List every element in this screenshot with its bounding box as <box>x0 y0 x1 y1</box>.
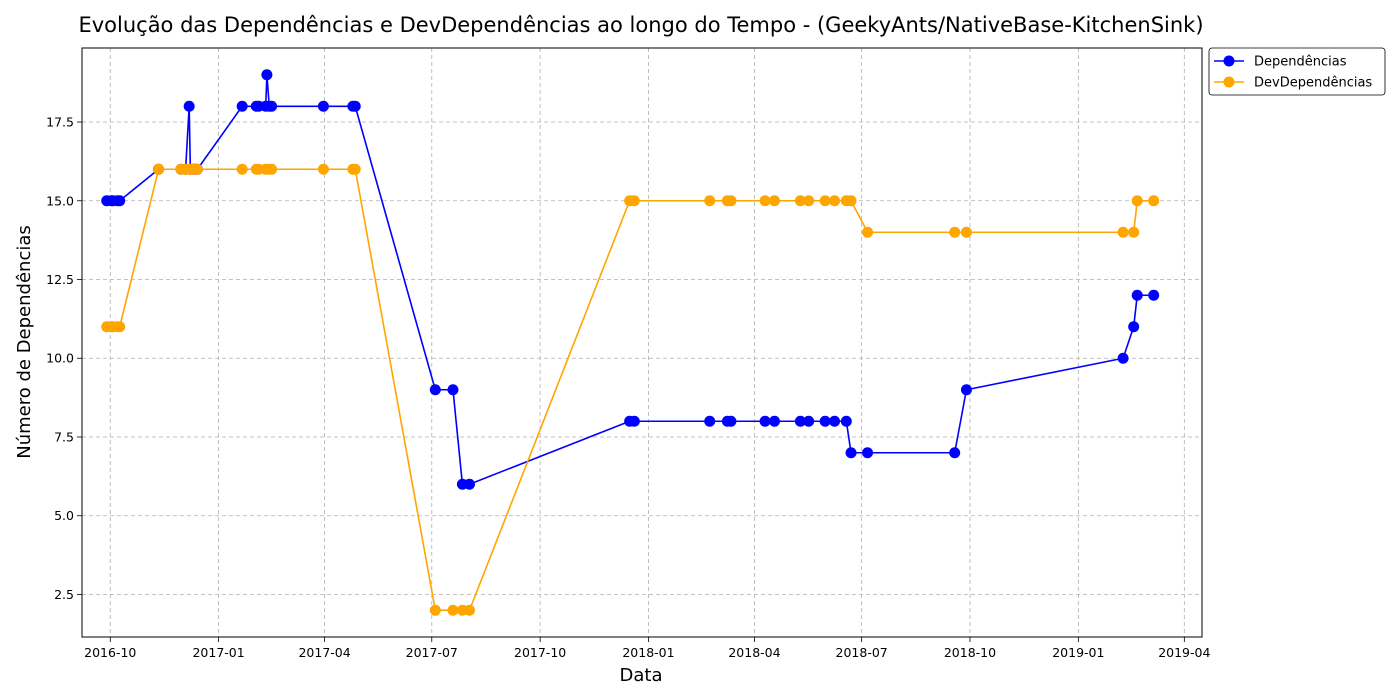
data-point <box>447 604 459 616</box>
data-point <box>429 604 441 616</box>
data-point <box>236 163 248 175</box>
data-point <box>829 415 841 427</box>
data-point <box>862 226 874 238</box>
data-point <box>236 100 248 112</box>
grid <box>82 48 1202 637</box>
data-point <box>949 447 961 459</box>
legend-label-dependencias: Dependências <box>1254 55 1347 70</box>
legend-box <box>1208 47 1386 96</box>
data-point <box>266 163 278 175</box>
y-tick-label: 2.5 <box>54 587 74 602</box>
y-tick-label: 5.0 <box>54 508 74 523</box>
data-point <box>803 195 815 207</box>
y-tick-label: 17.5 <box>46 115 74 130</box>
legend-marker-devdependencias <box>1223 76 1235 88</box>
data-point <box>759 415 771 427</box>
data-point <box>829 195 841 207</box>
chart-title: Evolução das Dependências e DevDependênc… <box>78 13 1203 37</box>
data-point <box>153 163 165 175</box>
data-point <box>1148 195 1160 207</box>
data-point <box>862 447 874 459</box>
data-point <box>317 100 329 112</box>
y-tick-label: 10.0 <box>46 351 74 366</box>
data-point <box>463 604 475 616</box>
data-point <box>1131 195 1143 207</box>
data-point <box>803 415 815 427</box>
y-tick-label: 7.5 <box>54 429 74 444</box>
data-point <box>819 415 831 427</box>
data-point <box>1148 289 1160 301</box>
data-point <box>349 100 361 112</box>
data-point <box>794 195 806 207</box>
data-point <box>960 384 972 396</box>
data-point <box>183 100 195 112</box>
data-point <box>725 415 737 427</box>
x-tick-label: 2019-01 <box>1052 645 1104 660</box>
data-point <box>628 415 640 427</box>
legend: Dependências DevDependências <box>1208 47 1386 96</box>
data-point <box>1117 352 1129 364</box>
data-point <box>949 226 961 238</box>
data-point <box>266 100 278 112</box>
data-point <box>1131 289 1143 301</box>
data-point <box>114 195 126 207</box>
legend-marker-dependencias <box>1223 55 1235 67</box>
x-tick-label: 2017-10 <box>514 645 566 660</box>
x-axis-title: Data <box>620 665 663 686</box>
data-point <box>704 195 716 207</box>
data-point <box>261 69 273 81</box>
data-point <box>114 321 126 333</box>
x-tick-label: 2018-01 <box>622 645 674 660</box>
x-axis: 2016-10 2017-01 2017-04 2017-07 2017-10 2018-… <box>84 637 1210 660</box>
data-point <box>845 447 857 459</box>
x-tick-label: 2019-04 <box>1158 645 1210 660</box>
x-tick-label: 2016-10 <box>84 645 136 660</box>
x-tick-label: 2017-04 <box>298 645 350 660</box>
data-point <box>463 478 475 490</box>
plot-area-frame <box>81 47 1203 638</box>
x-tick-label: 2018-04 <box>728 645 780 660</box>
y-axis-title: Número de Dependências <box>14 225 35 459</box>
series-group <box>101 69 1160 616</box>
x-tick-label: 2018-07 <box>836 645 888 660</box>
x-tick-label: 2018-10 <box>944 645 996 660</box>
data-point <box>447 384 459 396</box>
data-point <box>1128 321 1140 333</box>
data-point <box>1117 226 1129 238</box>
y-tick-label: 12.5 <box>46 272 74 287</box>
data-point <box>704 415 716 427</box>
x-tick-label: 2017-01 <box>192 645 244 660</box>
data-point <box>768 195 780 207</box>
data-point <box>1128 226 1140 238</box>
data-point <box>191 163 203 175</box>
y-tick-label: 15.0 <box>46 193 74 208</box>
data-point <box>794 415 806 427</box>
data-point <box>840 415 852 427</box>
legend-label-devdependencias: DevDependências <box>1254 76 1372 91</box>
x-tick-label: 2017-07 <box>406 645 458 660</box>
data-point <box>349 163 361 175</box>
data-point <box>960 226 972 238</box>
data-point <box>759 195 771 207</box>
data-point <box>845 195 857 207</box>
data-point <box>317 163 329 175</box>
data-point <box>429 384 441 396</box>
series-devdependencias <box>101 163 1160 616</box>
data-point <box>768 415 780 427</box>
data-point <box>819 195 831 207</box>
data-point <box>725 195 737 207</box>
data-point <box>628 195 640 207</box>
y-axis: 2.5 5.0 7.5 10.0 12.5 15.0 17.5 <box>46 115 82 602</box>
